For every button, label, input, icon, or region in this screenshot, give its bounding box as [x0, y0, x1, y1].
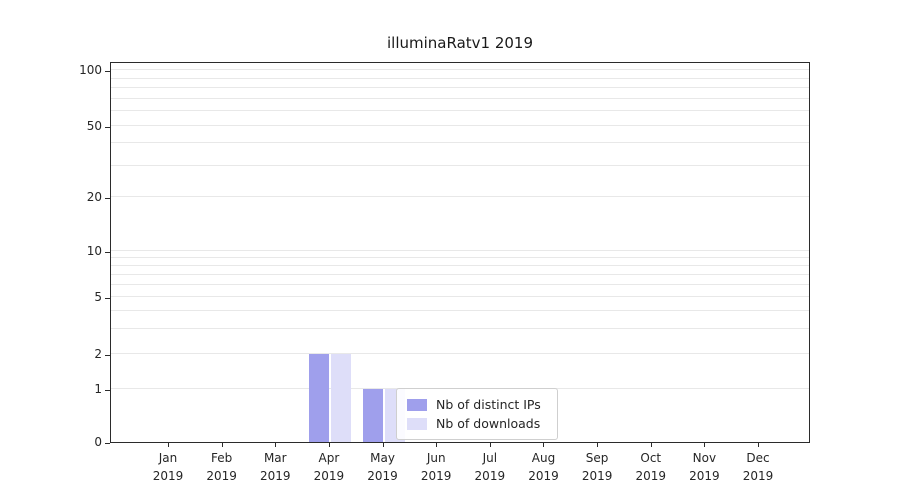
gridline: [111, 69, 809, 70]
gridline: [111, 273, 809, 275]
gridline: [111, 110, 809, 112]
gridline: [111, 309, 809, 311]
y-tick-label: 5: [94, 290, 102, 304]
y-tick-label: 10: [86, 244, 102, 258]
bar-distinct-ips-may: [362, 389, 383, 442]
gridline: [111, 353, 809, 354]
y-tick-mark: [105, 355, 110, 356]
x-tick-label: Aug 2019: [528, 451, 559, 483]
gridline: [111, 250, 809, 251]
gridline: [111, 264, 809, 266]
x-tick-label: Jul 2019: [474, 451, 506, 483]
x-tick-label: Dec 2019: [742, 451, 774, 483]
gridline: [111, 125, 809, 126]
x-tick-mark: [328, 443, 330, 447]
y-tick-label: 1: [94, 382, 102, 396]
x-tick-mark: [382, 443, 384, 447]
gridline: [111, 77, 809, 79]
y-tick-mark: [105, 71, 110, 72]
x-tick-mark: [704, 443, 706, 447]
x-tick-label: Jun 2019: [420, 451, 452, 483]
x-tick-mark: [168, 443, 169, 447]
gridline: [111, 142, 809, 144]
x-tick-mark: [650, 443, 652, 447]
y-tick-mark: [105, 198, 110, 199]
legend-item-distinct-ips: Nb of distinct IPs: [407, 395, 547, 414]
chart-title: illuminaRatv1 2019: [386, 34, 533, 52]
x-tick-label: Jan 2019: [152, 451, 184, 483]
x-tick-label: Mar 2019: [259, 451, 291, 483]
x-tick-label: Feb 2019: [206, 451, 237, 483]
legend-label-downloads: Nb of downloads: [436, 416, 541, 431]
x-tick-label: Nov 2019: [689, 451, 720, 483]
gridline: [111, 196, 809, 197]
legend-item-downloads: Nb of downloads: [407, 414, 547, 433]
gridline: [111, 327, 809, 329]
y-tick-label: 2: [94, 347, 102, 361]
gridline: [111, 87, 809, 89]
x-tick-mark: [597, 443, 599, 447]
y-tick-label: 20: [86, 190, 102, 204]
legend-swatch-distinct-ips: [407, 398, 427, 411]
gridline: [111, 97, 809, 99]
bar-downloads-apr: [330, 354, 351, 442]
y-tick-mark: [105, 298, 110, 299]
x-tick-mark: [543, 443, 545, 447]
y-tick-mark: [105, 127, 110, 128]
legend-swatch-downloads: [407, 417, 427, 430]
x-tick-mark: [489, 443, 491, 447]
y-tick-label: 0: [94, 435, 102, 449]
x-tick-mark: [275, 443, 277, 447]
legend-label-distinct-ips: Nb of distinct IPs: [436, 397, 541, 412]
gridline: [111, 257, 809, 258]
x-tick-mark: [221, 443, 223, 447]
legend: Nb of distinct IPs Nb of downloads: [396, 388, 558, 440]
x-tick-label: May 2019: [367, 451, 398, 483]
gridline: [111, 296, 809, 297]
gridline: [111, 164, 809, 166]
bar-distinct-ips-apr: [308, 354, 329, 442]
x-tick-label: Apr 2019: [313, 451, 345, 483]
y-tick-label: 50: [86, 119, 102, 133]
y-tick-mark: [105, 443, 110, 444]
x-tick-mark: [758, 443, 760, 447]
y-tick-mark: [105, 252, 110, 253]
x-tick-label: Sep 2019: [581, 451, 613, 483]
x-tick-mark: [436, 443, 438, 447]
gridline: [111, 283, 809, 285]
y-tick-label: 100: [79, 63, 102, 77]
x-tick-label: Oct 2019: [635, 451, 667, 483]
plot-area: [110, 62, 810, 443]
y-tick-mark: [105, 390, 110, 391]
